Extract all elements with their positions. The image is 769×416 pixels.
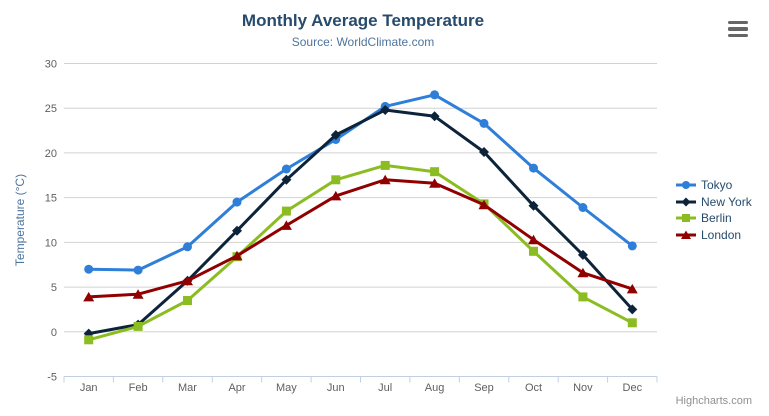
hamburger-bar: [728, 21, 748, 25]
legend-item-label: Berlin: [701, 211, 732, 226]
x-axis-label: Aug: [425, 382, 445, 394]
legend-marker-icon: [676, 230, 696, 239]
series-line: [87, 178, 634, 299]
x-axis-label: Jun: [327, 382, 345, 394]
legend-item-label: New York: [701, 194, 752, 209]
legend-item-new-york[interactable]: New York: [676, 194, 752, 211]
chart-title: Monthly Average Temperature: [241, 11, 485, 30]
legend-item-tokyo[interactable]: Tokyo: [676, 177, 752, 194]
legend-marker-icon: [676, 181, 696, 190]
hamburger-icon: [728, 21, 748, 37]
legend-item-berlin[interactable]: Berlin: [676, 210, 752, 227]
x-axis-label: Feb: [129, 382, 148, 394]
y-axis-label: 15: [45, 193, 57, 205]
x-axis-label: Dec: [623, 382, 643, 394]
legend-marker-icon: [676, 214, 696, 223]
y-axis-label: 30: [45, 59, 57, 71]
legend-item-label: London: [701, 227, 742, 242]
x-axis-label: Nov: [573, 382, 593, 394]
series-line: [87, 163, 634, 342]
y-axis-label: -5: [47, 372, 57, 384]
legend-item-label: Tokyo: [701, 178, 733, 193]
y-axis-label: 10: [45, 237, 57, 249]
y-axis-label: 0: [51, 327, 57, 339]
credits-link[interactable]: Highcharts.com: [675, 395, 752, 407]
context-menu-button[interactable]: [726, 19, 750, 39]
y-axis-label: 5: [51, 282, 57, 294]
x-axis-label: Oct: [525, 382, 542, 394]
x-axis-label: Sep: [474, 382, 494, 394]
y-axis-label: 25: [45, 103, 57, 115]
x-axis-label: Jul: [378, 382, 392, 394]
legend-item-london[interactable]: London: [676, 227, 752, 244]
series-line: [87, 108, 634, 336]
series-new-york[interactable]: [83, 105, 638, 339]
legend: Tokyo New York Berlin London: [676, 177, 752, 243]
legend-marker-icon: [676, 197, 696, 207]
hamburger-bar: [728, 33, 748, 37]
x-axis-label: May: [276, 382, 297, 394]
x-axis-label: Jan: [80, 382, 98, 394]
chart-subtitle: Source: WorldClimate.com: [291, 35, 435, 49]
y-axis-title: Temperature (°C): [13, 174, 27, 266]
x-axis-label: Apr: [228, 382, 245, 394]
x-axis-label: Mar: [178, 382, 197, 394]
hamburger-bar: [728, 27, 748, 31]
series-london[interactable]: [83, 174, 638, 302]
series-tokyo[interactable]: [84, 90, 637, 275]
y-axis-label: 20: [45, 148, 57, 160]
